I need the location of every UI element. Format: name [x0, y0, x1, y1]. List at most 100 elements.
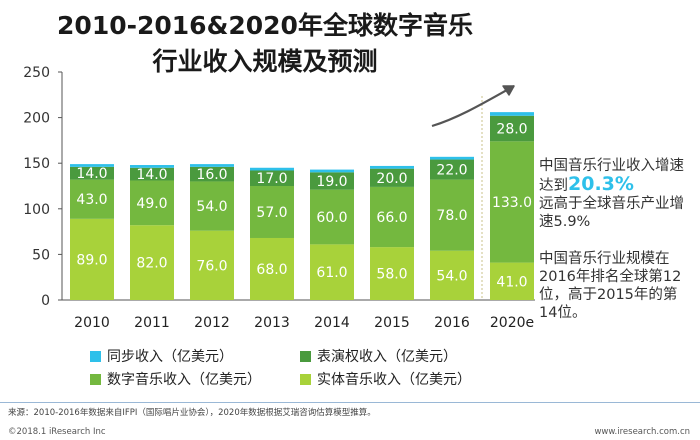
trend-arrow-head-icon [502, 85, 515, 96]
chart-title-line1: 2010-2016&2020年全球数字音乐 [57, 11, 473, 40]
x-tick-label: 2020e [490, 315, 534, 331]
y-tick-label: 50 [32, 247, 50, 263]
data-label: 14.0 [136, 167, 167, 183]
ranking-annotation: 中国音乐行业规模在 2016年排名全球第12 位，高于2015年的第 14位。 [539, 250, 699, 322]
data-label: 89.0 [76, 252, 107, 268]
bar-segment [190, 181, 234, 231]
data-label: 54.0 [196, 199, 227, 215]
bar-segment [430, 159, 474, 180]
footer-divider [0, 402, 700, 403]
data-label: 61.0 [316, 265, 347, 281]
y-tick-label: 0 [41, 293, 50, 309]
bar-segment [490, 115, 534, 142]
copyright: ©2018.1 iResearch Inc [8, 427, 106, 437]
bar-segment [130, 167, 174, 181]
annotation-line: 远高于全球音乐产业增 [539, 196, 684, 212]
data-label: 19.0 [316, 174, 347, 190]
annotation-line: 中国音乐行业规模在 [539, 251, 670, 267]
legend-swatch [300, 373, 311, 385]
bar-segment [70, 179, 114, 219]
bar-segment [70, 218, 114, 300]
y-tick-label: 150 [23, 156, 50, 172]
data-label: 22.0 [436, 163, 467, 179]
annotation-line: 位，高于2015年的第 [539, 287, 678, 303]
bar-segment [370, 168, 414, 187]
y-tick-label: 250 [23, 65, 50, 81]
bar-segment [310, 189, 354, 245]
bar-segment [490, 141, 534, 263]
bar-segment [250, 167, 294, 171]
y-tick-label: 200 [23, 111, 50, 127]
bar-segment [190, 164, 234, 167]
x-tick-label: 2016 [434, 315, 470, 331]
legend-label: 实体音乐收入（亿美元） [317, 372, 471, 388]
annotation-line: 2016年排名全球第12 [539, 269, 682, 285]
legend-item: 表演权收入（亿美元） [300, 346, 457, 366]
bar-segment [190, 230, 234, 300]
bar-segment [130, 180, 174, 226]
bar-segment [490, 262, 534, 300]
growth-annotation: 中国音乐行业收入增速 达到20.3% 远高于全球音乐产业增 速5.9% [539, 157, 699, 231]
x-tick-label: 2015 [374, 315, 410, 331]
bar-segment [310, 169, 354, 173]
legend-label: 同步收入（亿美元） [107, 349, 233, 365]
data-label: 60.0 [316, 210, 347, 226]
trend-arrow-icon [431, 85, 515, 128]
data-label: 20.0 [376, 171, 407, 187]
x-tick-label: 2010 [74, 315, 110, 331]
y-tick-label: 100 [23, 202, 50, 218]
bar-segment [310, 244, 354, 300]
source-note: 来源：2010-2016年数据来自IFPI（国际唱片业协会），2020年数据根据… [8, 408, 376, 418]
bar-segment [370, 186, 414, 248]
legend-swatch [300, 350, 311, 362]
bar-segment [490, 112, 534, 116]
data-label: 76.0 [196, 258, 227, 274]
data-label: 66.0 [376, 210, 407, 226]
data-label: 43.0 [76, 192, 107, 208]
legend-label: 表演权收入（亿美元） [317, 349, 457, 365]
bar-segment [70, 164, 114, 167]
bar-segment [430, 156, 474, 160]
bar-segment [250, 186, 294, 238]
annotation-line: 达到20.3% [539, 173, 634, 195]
annotation-line: 中国音乐行业收入增速 [539, 158, 684, 174]
legend-swatch [90, 350, 101, 362]
bar-segment [370, 247, 414, 300]
data-label: 14.0 [76, 166, 107, 182]
data-label: 68.0 [256, 262, 287, 278]
legend-item: 实体音乐收入（亿美元） [300, 369, 471, 389]
bar-segment [250, 170, 294, 186]
legend-item: 数字音乐收入（亿美元） [90, 369, 261, 389]
data-label: 58.0 [376, 267, 407, 283]
bar-segment [130, 165, 174, 168]
data-label: 49.0 [136, 196, 167, 212]
annotation-line: 14位。 [539, 305, 587, 321]
bar-segment [250, 237, 294, 300]
chart-title-line2: 行业收入规模及预测 [152, 47, 378, 76]
growth-rate-highlight: 20.3% [568, 173, 634, 195]
data-label: 28.0 [496, 122, 527, 138]
website-link[interactable]: www.iresearch.com.cn [594, 427, 690, 437]
x-tick-label: 2012 [194, 315, 230, 331]
legend-label: 数字音乐收入（亿美元） [107, 372, 261, 388]
x-tick-label: 2011 [134, 315, 170, 331]
x-tick-label: 2014 [314, 315, 350, 331]
legend-item: 同步收入（亿美元） [90, 346, 233, 366]
bar-segment [430, 250, 474, 300]
data-label: 17.0 [256, 171, 287, 187]
annotation-line: 速5.9% [539, 214, 591, 230]
data-label: 16.0 [196, 167, 227, 183]
chart-title: 2010-2016&2020年全球数字音乐 行业收入规模及预测 [20, 8, 510, 80]
bar-segment [130, 225, 174, 300]
data-label: 78.0 [436, 208, 467, 224]
bar-segment [190, 166, 234, 182]
data-label: 82.0 [136, 256, 167, 272]
data-label: 41.0 [496, 274, 527, 290]
bar-segment [370, 165, 414, 169]
bar-segment [310, 172, 354, 190]
legend-swatch [90, 373, 101, 385]
stacked-bar-chart: 0 50 100 150 200 250 89.0 43.0 14.0 2010 82.0 49.0 1… [23, 65, 535, 331]
bar-segment [430, 179, 474, 251]
bar-segment [70, 166, 114, 180]
x-tick-label: 2013 [254, 315, 290, 331]
